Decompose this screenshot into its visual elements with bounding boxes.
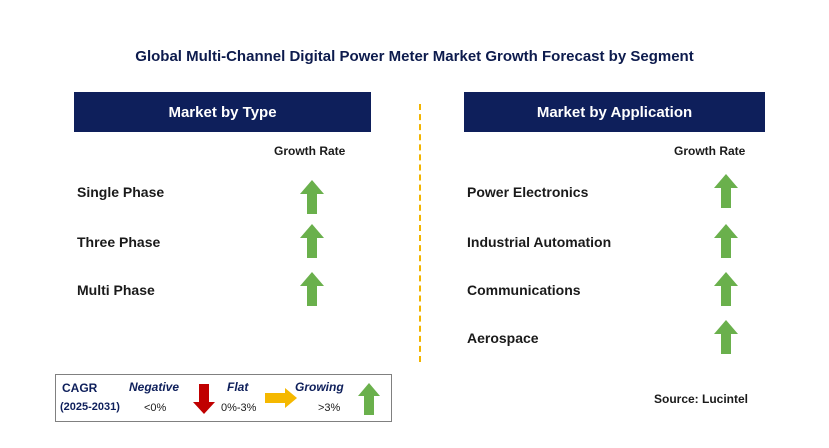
up-arrow-icon: [714, 174, 738, 208]
legend-flat-label: Flat: [227, 380, 249, 394]
row-label-industrial-automation: Industrial Automation: [467, 234, 612, 250]
legend-negative-range: <0%: [144, 402, 167, 414]
panel-divider: [419, 104, 421, 362]
down-arrow-icon: [193, 384, 215, 414]
up-arrow-icon: [714, 272, 738, 306]
up-arrow-icon: [714, 224, 738, 258]
growth-rate-label-right: Growth Rate: [674, 144, 746, 158]
cagr-legend: CAGR (2025-2031) Negative <0% Flat 0%-3%…: [55, 374, 392, 422]
row-label-power-electronics: Power Electronics: [467, 184, 589, 200]
legend-cagr-label: CAGR: [62, 381, 98, 395]
up-arrow-icon: [300, 180, 324, 214]
row-label-three-phase: Three Phase: [77, 234, 161, 250]
market-by-application-header: Market by Application: [464, 92, 765, 132]
up-arrow-icon: [714, 320, 738, 354]
legend-flat-range: 0%-3%: [221, 402, 257, 414]
up-arrow-icon: [300, 224, 324, 258]
up-arrow-icon: [358, 383, 380, 415]
right-arrow-icon: [265, 388, 297, 408]
up-arrow-icon: [300, 272, 324, 306]
legend-period: (2025-2031): [60, 401, 120, 413]
row-label-aerospace: Aerospace: [467, 330, 539, 346]
legend-negative-label: Negative: [129, 380, 180, 394]
row-label-single-phase: Single Phase: [77, 184, 165, 200]
row-label-multi-phase: Multi Phase: [77, 282, 155, 298]
chart-title: Global Multi-Channel Digital Power Meter…: [135, 48, 694, 65]
source-label: Source: Lucintel: [654, 392, 749, 406]
row-label-communications: Communications: [467, 282, 581, 298]
legend-growing-label: Growing: [295, 380, 344, 394]
market-by-type-header: Market by Type: [74, 92, 371, 132]
legend-growing-range: >3%: [318, 402, 341, 414]
growth-rate-label-left: Growth Rate: [274, 144, 346, 158]
